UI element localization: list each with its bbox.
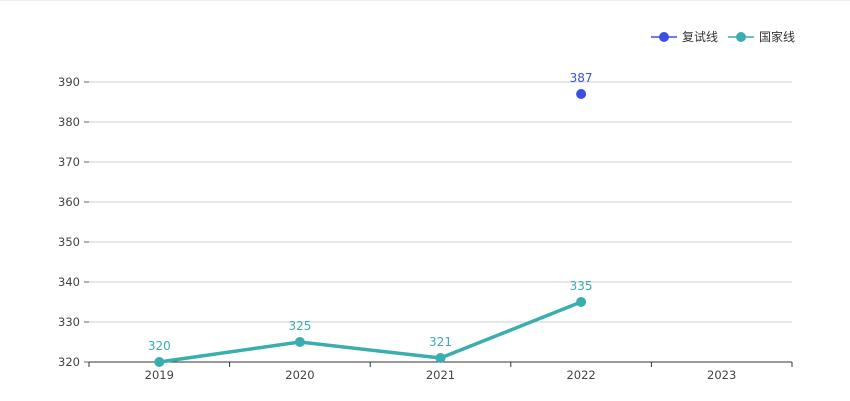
y-tick-label: 350	[58, 235, 80, 249]
legend-label[interactable]: 国家线	[759, 29, 795, 44]
legend-swatch-marker[interactable]	[659, 32, 669, 42]
data-point[interactable]	[294, 337, 305, 347]
legend[interactable]: 复试线 国家线	[651, 29, 795, 44]
legend-swatch-marker[interactable]	[736, 32, 746, 42]
y-tick-label: 360	[58, 195, 80, 209]
y-tick-label: 340	[58, 275, 80, 289]
y-tick-label: 330	[58, 315, 80, 329]
series-layer: 387 320 325 321 335	[148, 71, 593, 367]
x-tick-label: 2020	[285, 368, 314, 382]
y-axis: 320 330 340 350 360 370 380 390	[58, 75, 89, 369]
y-tick-label: 320	[58, 355, 80, 369]
data-point[interactable]	[576, 297, 587, 307]
data-label: 321	[429, 335, 452, 349]
x-tick-label: 2023	[707, 368, 736, 382]
top-border	[0, 0, 850, 1]
y-tick-label: 380	[58, 115, 80, 129]
data-label: 335	[570, 279, 593, 293]
data-label: 325	[288, 319, 311, 333]
data-point[interactable]	[576, 89, 587, 99]
data-label: 320	[148, 339, 171, 353]
y-tick-label: 390	[58, 75, 80, 89]
grid-lines	[89, 81, 792, 323]
y-tick-label: 370	[58, 155, 80, 169]
data-point[interactable]	[435, 353, 446, 363]
x-tick-label: 2019	[145, 368, 174, 382]
x-axis: 2019 2020 2021 2022 2023	[88, 361, 793, 382]
x-tick-label: 2022	[566, 368, 595, 382]
data-label: 387	[570, 71, 593, 85]
legend-label[interactable]: 复试线	[682, 29, 718, 44]
data-point[interactable]	[154, 357, 165, 367]
x-tick-label: 2021	[426, 368, 455, 382]
series-line	[157, 300, 583, 364]
